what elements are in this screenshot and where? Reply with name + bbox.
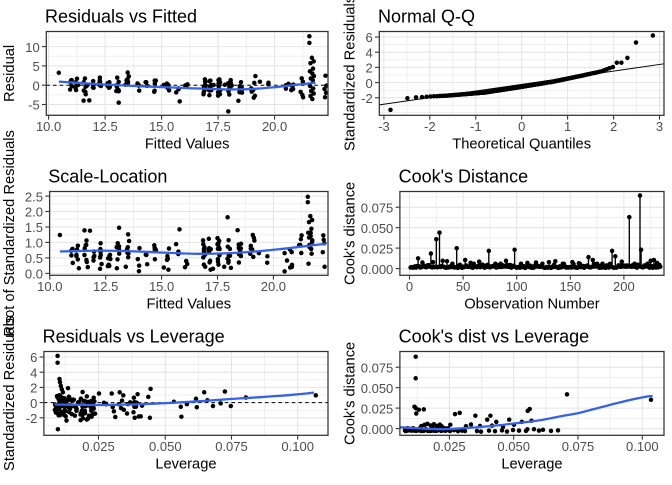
svg-text:-2: -2 bbox=[361, 91, 373, 106]
svg-text:Cook's dist vs Leverage: Cook's dist vs Leverage bbox=[399, 326, 590, 346]
svg-text:2.5: 2.5 bbox=[25, 189, 43, 204]
svg-text:4: 4 bbox=[30, 365, 37, 380]
svg-text:0.000: 0.000 bbox=[361, 262, 394, 277]
svg-text:2: 2 bbox=[610, 119, 617, 134]
svg-text:Leverage: Leverage bbox=[501, 457, 562, 473]
svg-text:12.5: 12.5 bbox=[92, 119, 117, 134]
svg-text:0.050: 0.050 bbox=[361, 381, 394, 396]
svg-text:0.025: 0.025 bbox=[433, 439, 466, 454]
svg-text:17.5: 17.5 bbox=[205, 119, 230, 134]
svg-text:1.0: 1.0 bbox=[25, 236, 43, 251]
svg-text:0.075: 0.075 bbox=[361, 200, 394, 215]
svg-text:20.0: 20.0 bbox=[261, 279, 286, 294]
svg-text:Root of Standardized Residuals: Root of Standardized Residuals bbox=[2, 130, 18, 337]
svg-text:Fitted Values: Fitted Values bbox=[146, 297, 231, 313]
svg-text:3: 3 bbox=[656, 119, 663, 134]
svg-text:Standardized Residuals: Standardized Residuals bbox=[2, 316, 18, 471]
svg-text:0.0: 0.0 bbox=[25, 267, 43, 282]
svg-text:1: 1 bbox=[564, 119, 571, 134]
svg-text:-2: -2 bbox=[424, 119, 436, 134]
svg-text:15.0: 15.0 bbox=[149, 119, 174, 134]
svg-text:Residual: Residual bbox=[2, 45, 18, 102]
svg-text:10: 10 bbox=[25, 40, 39, 55]
svg-text:Residuals vs Leverage: Residuals vs Leverage bbox=[43, 326, 225, 346]
svg-text:0.075: 0.075 bbox=[215, 439, 248, 454]
svg-text:4: 4 bbox=[365, 45, 372, 60]
svg-text:0: 0 bbox=[518, 119, 525, 134]
svg-text:2: 2 bbox=[365, 61, 372, 76]
svg-text:Fitted Values: Fitted Values bbox=[145, 137, 230, 153]
svg-text:1.5: 1.5 bbox=[25, 220, 43, 235]
svg-text:100: 100 bbox=[506, 279, 528, 294]
svg-text:-2: -2 bbox=[26, 411, 38, 426]
svg-text:0.075: 0.075 bbox=[562, 439, 595, 454]
svg-text:Cook's distance: Cook's distance bbox=[343, 342, 359, 445]
svg-text:0: 0 bbox=[406, 279, 413, 294]
svg-text:6: 6 bbox=[30, 350, 37, 365]
svg-text:50: 50 bbox=[456, 279, 470, 294]
svg-text:Residuals vs Fitted: Residuals vs Fitted bbox=[45, 6, 197, 26]
svg-text:0.050: 0.050 bbox=[361, 221, 394, 236]
svg-text:17.5: 17.5 bbox=[205, 279, 230, 294]
svg-text:Theoretical Quantiles: Theoretical Quantiles bbox=[452, 137, 591, 153]
svg-text:15.0: 15.0 bbox=[149, 279, 174, 294]
svg-text:0.5: 0.5 bbox=[25, 251, 43, 266]
svg-text:10.0: 10.0 bbox=[37, 279, 62, 294]
svg-text:0.100: 0.100 bbox=[281, 439, 314, 454]
svg-text:0.025: 0.025 bbox=[361, 241, 394, 256]
svg-text:Scale-Location: Scale-Location bbox=[48, 166, 167, 186]
svg-text:Leverage: Leverage bbox=[155, 457, 216, 473]
svg-text:0.000: 0.000 bbox=[361, 422, 394, 437]
svg-text:0.025: 0.025 bbox=[82, 439, 115, 454]
svg-text:0: 0 bbox=[32, 78, 39, 93]
svg-text:2.0: 2.0 bbox=[25, 205, 43, 220]
svg-text:Standardized Residuals: Standardized Residuals bbox=[343, 0, 359, 151]
svg-text:-1: -1 bbox=[470, 119, 482, 134]
svg-text:200: 200 bbox=[613, 279, 635, 294]
svg-text:12.5: 12.5 bbox=[93, 279, 118, 294]
svg-text:10.0: 10.0 bbox=[36, 119, 61, 134]
svg-text:Cook's Distance: Cook's Distance bbox=[399, 166, 528, 186]
svg-text:0.025: 0.025 bbox=[361, 401, 394, 416]
svg-text:0: 0 bbox=[365, 76, 372, 91]
svg-text:0.075: 0.075 bbox=[361, 360, 394, 375]
svg-text:2: 2 bbox=[30, 381, 37, 396]
svg-text:-3: -3 bbox=[378, 119, 390, 134]
svg-text:5: 5 bbox=[32, 59, 39, 74]
svg-text:20.0: 20.0 bbox=[262, 119, 287, 134]
svg-text:0.100: 0.100 bbox=[626, 439, 659, 454]
svg-text:150: 150 bbox=[559, 279, 581, 294]
svg-text:Normal Q-Q: Normal Q-Q bbox=[378, 6, 475, 26]
svg-text:Observation Number: Observation Number bbox=[464, 297, 600, 313]
svg-text:0.050: 0.050 bbox=[497, 439, 530, 454]
svg-text:6: 6 bbox=[365, 30, 372, 45]
svg-text:-5: -5 bbox=[28, 98, 40, 113]
svg-text:0: 0 bbox=[30, 396, 37, 411]
svg-text:0.050: 0.050 bbox=[149, 439, 182, 454]
svg-text:Cook's distance: Cook's distance bbox=[343, 182, 359, 285]
